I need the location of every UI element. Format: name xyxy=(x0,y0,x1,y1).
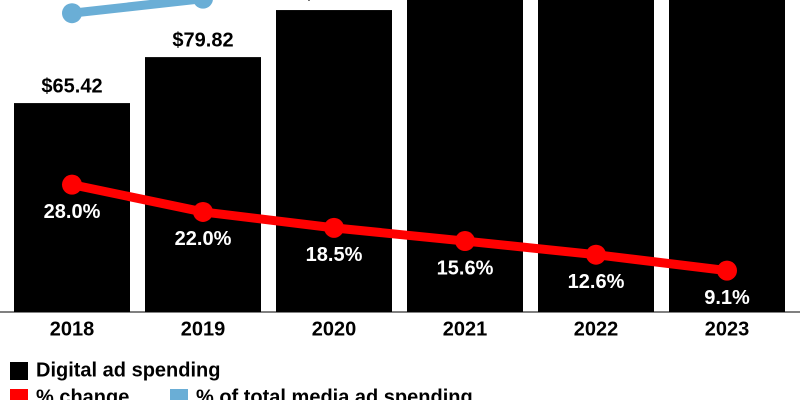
data-label: 9.1% xyxy=(704,287,750,309)
x-tick-label: 2018 xyxy=(50,318,95,340)
x-tick-label: 2020 xyxy=(312,318,357,340)
legend-swatch xyxy=(10,362,28,380)
bar xyxy=(145,57,261,312)
legend-swatch xyxy=(170,389,188,400)
point xyxy=(193,0,213,9)
legend-swatch xyxy=(10,389,28,400)
data-label: $94.55 xyxy=(303,0,364,4)
point xyxy=(62,3,82,24)
data-label: 28.0% xyxy=(44,201,101,223)
line xyxy=(71,180,728,276)
x-tick-label: 2019 xyxy=(181,318,226,340)
point xyxy=(586,244,606,265)
data-label: 15.6% xyxy=(437,257,494,279)
line xyxy=(71,0,204,18)
point xyxy=(717,260,737,281)
point xyxy=(455,231,475,252)
point xyxy=(193,201,213,222)
legend-label: % change xyxy=(36,386,129,400)
x-tick-label: 2021 xyxy=(443,318,488,340)
bar xyxy=(276,10,392,313)
data-label: 18.5% xyxy=(306,244,363,266)
bar xyxy=(669,0,785,312)
x-tick-label: 2022 xyxy=(574,318,619,340)
point xyxy=(62,174,82,195)
x-tick-label: 2023 xyxy=(705,318,750,340)
bar xyxy=(538,0,654,313)
data-label: $65.42 xyxy=(41,75,102,97)
data-label: 22.0% xyxy=(175,228,232,250)
legend-label: % of total media ad spending xyxy=(196,386,473,400)
point xyxy=(324,217,344,238)
bar xyxy=(14,103,130,313)
legend-label: Digital ad spending xyxy=(36,359,220,381)
data-label: 12.6% xyxy=(568,271,625,293)
data-label: $79.82 xyxy=(172,29,233,51)
bar xyxy=(407,0,523,312)
